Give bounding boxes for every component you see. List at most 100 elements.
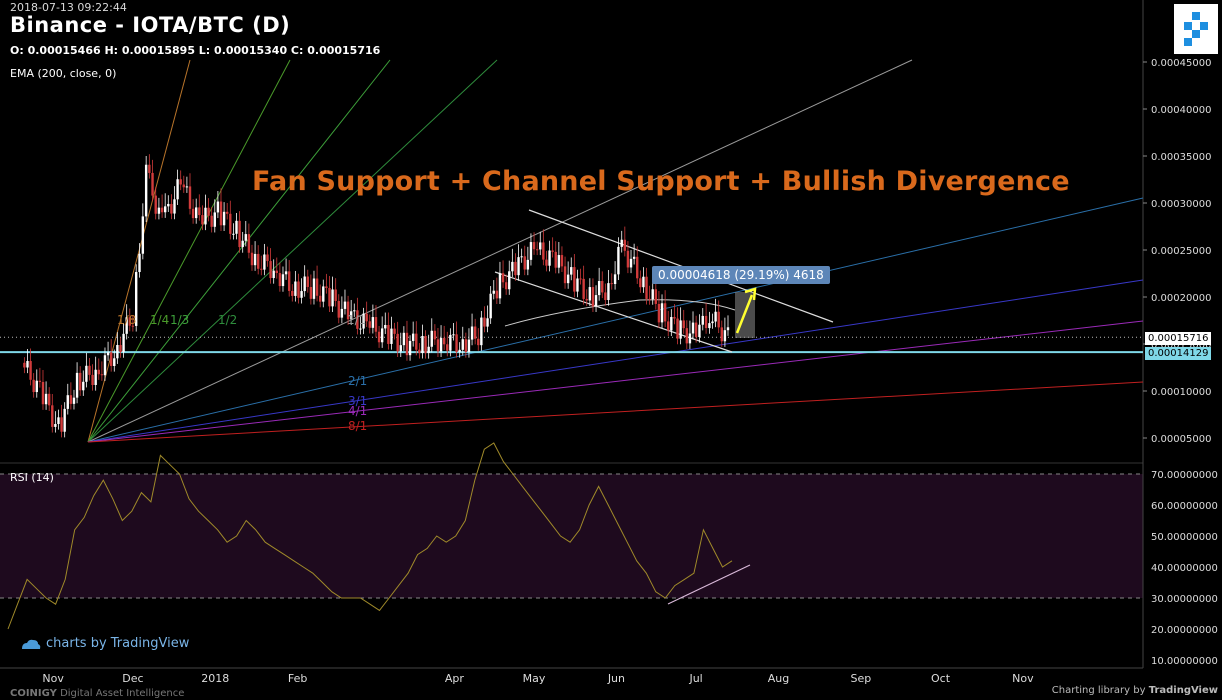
candle-body bbox=[78, 372, 82, 391]
candle-body bbox=[272, 270, 275, 279]
ema-indicator-label[interactable]: EMA (200, close, 0) bbox=[10, 67, 117, 80]
candle-body bbox=[256, 253, 260, 269]
gann-fan-line bbox=[87, 381, 1144, 443]
candle-body bbox=[260, 268, 263, 270]
candle-body bbox=[241, 240, 244, 248]
candle-body bbox=[281, 274, 285, 287]
candle-body bbox=[573, 267, 576, 292]
candle-body bbox=[173, 199, 176, 214]
candle-body bbox=[309, 286, 313, 299]
candle-body bbox=[676, 318, 679, 339]
rsi-band bbox=[0, 474, 1143, 598]
candle-body bbox=[210, 215, 213, 227]
gann-fan-line bbox=[87, 59, 391, 443]
charting-library-credit: Charting library by TradingView bbox=[1052, 685, 1218, 696]
candle-body bbox=[362, 313, 365, 329]
candle-body bbox=[194, 207, 198, 219]
candle-body bbox=[325, 286, 328, 288]
tradingview-watermark-text: charts by TradingView bbox=[46, 636, 190, 651]
time-tick-label: Jun bbox=[607, 672, 625, 685]
candle-body bbox=[477, 338, 480, 346]
candle-body bbox=[393, 328, 396, 334]
fan-label-2-1: 2/1 bbox=[348, 374, 368, 388]
candle-body bbox=[387, 324, 390, 344]
fan-label-4-1: 4/1 bbox=[348, 404, 368, 418]
candle-body bbox=[278, 273, 282, 287]
candle-body bbox=[542, 242, 545, 260]
candle-body bbox=[597, 281, 601, 296]
candle-body bbox=[154, 195, 157, 214]
candle-body bbox=[529, 242, 533, 260]
time-tick-label: Dec bbox=[122, 672, 143, 685]
support-price-tag: 0.00014129 bbox=[1145, 347, 1212, 360]
candle-body bbox=[691, 322, 695, 334]
candle-body bbox=[464, 339, 468, 353]
candle-body bbox=[654, 289, 658, 304]
candle-body bbox=[75, 372, 79, 398]
candle-body bbox=[337, 300, 340, 318]
candle-body bbox=[402, 332, 406, 346]
candle-body bbox=[405, 332, 409, 356]
candle-body bbox=[657, 303, 661, 323]
candle-body bbox=[113, 358, 116, 366]
candle-body bbox=[492, 290, 495, 294]
candle-body bbox=[225, 211, 229, 214]
candle-body bbox=[411, 333, 415, 341]
measure-label: 0.00004618 (29.19%) 4618 bbox=[652, 266, 830, 284]
time-tick-label: Feb bbox=[288, 672, 307, 685]
candle-body bbox=[250, 252, 254, 266]
candle-body bbox=[134, 272, 138, 326]
rsi-tick-label: 60.00000000 bbox=[1151, 501, 1218, 512]
rsi-tick-label: 40.00000000 bbox=[1151, 563, 1218, 574]
candle-body bbox=[645, 276, 648, 299]
candle-body bbox=[714, 311, 717, 322]
rsi-indicator-label[interactable]: RSI (14) bbox=[10, 471, 54, 484]
time-tick-label: Nov bbox=[42, 672, 64, 685]
candle-body bbox=[670, 317, 673, 331]
fan-label-1-4: 1/4 bbox=[150, 313, 170, 327]
candle-body bbox=[498, 273, 502, 299]
candle-body bbox=[47, 393, 51, 406]
price-tick-label: 0.00005000 bbox=[1151, 434, 1211, 445]
candle-body bbox=[508, 271, 511, 290]
time-tick-label: Sep bbox=[850, 672, 871, 685]
candle-body bbox=[408, 340, 412, 356]
candle-body bbox=[604, 292, 607, 301]
price-tick-label: 0.00025000 bbox=[1151, 246, 1211, 257]
candle-body bbox=[651, 289, 654, 300]
candle-body bbox=[191, 208, 195, 219]
candle-body bbox=[371, 317, 375, 328]
candle-body bbox=[380, 328, 384, 343]
time-tick-label: Jul bbox=[688, 672, 702, 685]
fan-label-1-3: 1/3 bbox=[170, 313, 190, 327]
candle-body bbox=[291, 290, 294, 296]
candle-body bbox=[312, 278, 316, 299]
candle-body bbox=[148, 164, 151, 173]
coinigy-tagline: Digital Asset Intelligence bbox=[60, 688, 185, 699]
candle-body bbox=[415, 333, 418, 350]
candle-body bbox=[100, 374, 104, 376]
candle-body bbox=[179, 179, 182, 185]
candle-body bbox=[131, 325, 135, 327]
price-tick-label: 0.00030000 bbox=[1151, 199, 1211, 210]
tradingview-watermark[interactable]: charts by TradingView bbox=[20, 636, 189, 651]
candle-body bbox=[613, 274, 617, 285]
candle-body bbox=[698, 324, 701, 338]
candle-body bbox=[486, 318, 489, 327]
candle-body bbox=[623, 239, 627, 251]
candle-body bbox=[315, 278, 319, 296]
candle-body bbox=[343, 301, 347, 309]
candle-body bbox=[204, 207, 207, 225]
gann-fan-line bbox=[87, 59, 913, 443]
candle-body bbox=[708, 323, 711, 329]
candle-body bbox=[346, 301, 350, 320]
candle-body bbox=[452, 334, 455, 336]
candle-body bbox=[331, 289, 334, 307]
candle-body bbox=[523, 256, 526, 270]
timestamp: 2018-07-13 09:22:44 bbox=[10, 1, 127, 14]
channel-lower-line bbox=[494, 271, 733, 353]
time-tick-label: 2018 bbox=[201, 672, 229, 685]
candle-body bbox=[359, 328, 362, 330]
candle-body bbox=[726, 327, 730, 331]
candle-body bbox=[660, 303, 664, 323]
